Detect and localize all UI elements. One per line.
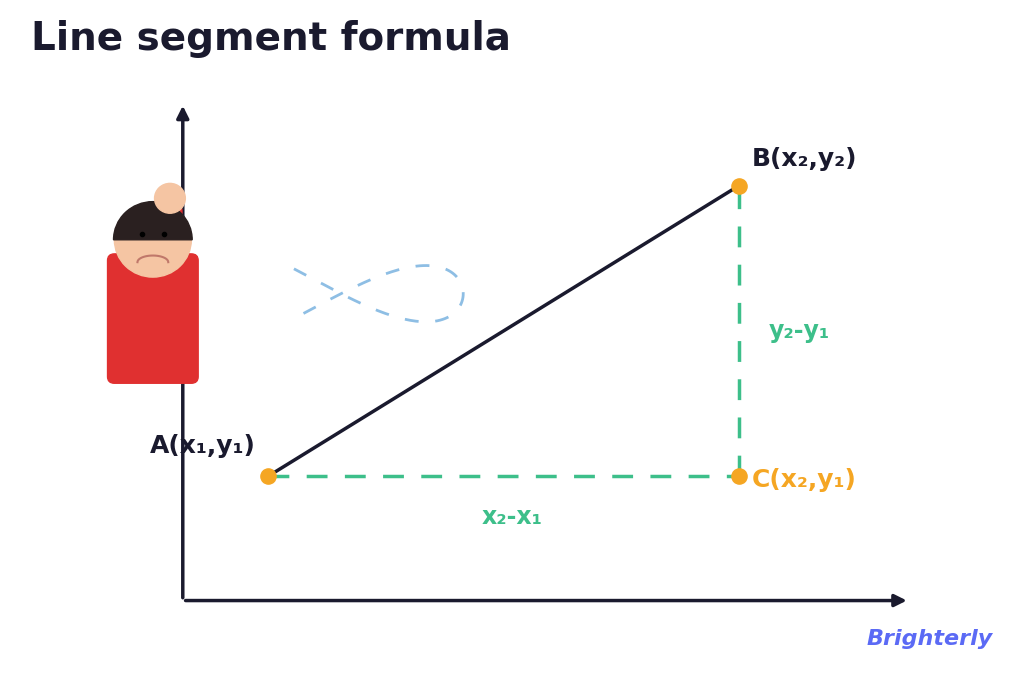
- Text: Brighterly: Brighterly: [867, 629, 993, 649]
- Circle shape: [155, 184, 185, 213]
- Point: [730, 471, 746, 482]
- Point: [730, 180, 746, 191]
- Text: C(x₂,y₁): C(x₂,y₁): [752, 469, 856, 492]
- Circle shape: [115, 202, 191, 277]
- Wedge shape: [114, 201, 193, 240]
- Text: Line segment formula: Line segment formula: [31, 20, 511, 59]
- Point: [260, 471, 276, 482]
- FancyBboxPatch shape: [108, 254, 199, 383]
- Text: B(x₂,y₂): B(x₂,y₂): [752, 147, 857, 171]
- Text: A(x₁,y₁): A(x₁,y₁): [150, 434, 255, 458]
- FancyBboxPatch shape: [155, 207, 182, 290]
- Text: x₂-x₁: x₂-x₁: [481, 505, 543, 529]
- Text: y₂-y₁: y₂-y₁: [768, 319, 829, 343]
